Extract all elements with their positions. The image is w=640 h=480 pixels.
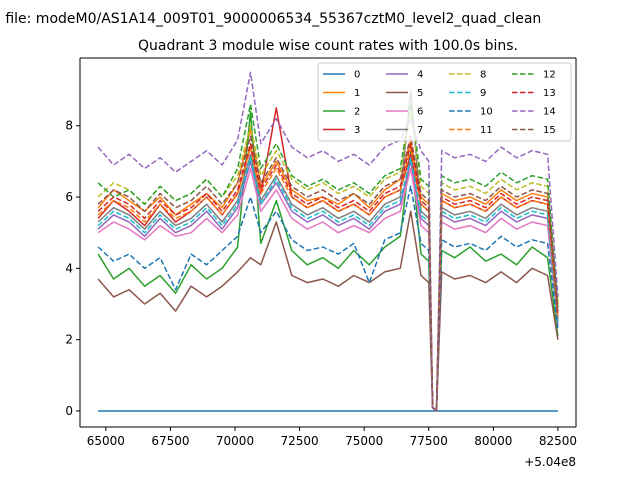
- legend-label-7: 7: [417, 125, 423, 136]
- x-tick-label: 72500: [280, 434, 318, 448]
- y-tick-label: 2: [65, 333, 73, 347]
- series-line-5: [97, 210, 559, 412]
- legend-label-3: 3: [354, 125, 360, 136]
- y-tick-label: 8: [65, 119, 73, 133]
- legend-label-5: 5: [417, 88, 423, 99]
- series-line-6: [97, 167, 559, 412]
- x-tick-label: 80000: [474, 434, 512, 448]
- series-line-15: [97, 135, 559, 412]
- legend-label-11: 11: [480, 125, 493, 136]
- y-axis-ticks: 0 2 4 6 8: [65, 119, 80, 418]
- series-line-13: [97, 142, 559, 412]
- plot-area: 65000 67500 70000 72500 75000 77500 80000 82500…: [65, 57, 577, 469]
- series-line-10: [97, 185, 559, 412]
- figure-suptitle: n file: modeM0/AS1A14_009T01_9000006534_…: [0, 11, 541, 27]
- x-tick-label: 70000: [216, 434, 254, 448]
- series-line-14: [97, 71, 559, 412]
- x-tick-label: 67500: [151, 434, 189, 448]
- series-line-7: [97, 89, 559, 412]
- legend-label-14: 14: [543, 107, 556, 118]
- series-line-9: [97, 157, 559, 412]
- legend-label-15: 15: [543, 125, 556, 136]
- legend-label-8: 8: [480, 70, 486, 81]
- legend-label-10: 10: [480, 107, 493, 118]
- series-line-4: [97, 160, 559, 412]
- legend-label-13: 13: [543, 88, 556, 99]
- x-offset-label: +5.04e8: [524, 455, 576, 469]
- series-line-2: [97, 110, 559, 412]
- chart-title: Quadrant 3 module wise count rates with …: [138, 38, 518, 54]
- x-tick-label: 65000: [87, 434, 125, 448]
- legend-label-1: 1: [354, 88, 360, 99]
- x-tick-label: 82500: [539, 434, 577, 448]
- y-tick-label: 4: [65, 261, 73, 275]
- legend-label-12: 12: [543, 70, 556, 81]
- legend-label-9: 9: [480, 88, 486, 99]
- series-line-11: [97, 146, 559, 412]
- legend-label-4: 4: [417, 70, 423, 81]
- series-line-12: [97, 103, 559, 412]
- y-tick-label: 0: [65, 404, 73, 418]
- y-tick-label: 6: [65, 190, 73, 204]
- series-layer: [97, 71, 559, 412]
- x-tick-label: 77500: [410, 434, 448, 448]
- legend-label-2: 2: [354, 107, 360, 118]
- legend-box: [317, 62, 572, 142]
- x-axis-ticks: 65000 67500 70000 72500 75000 77500 80000 82500: [87, 427, 577, 448]
- legend-label-6: 6: [417, 107, 423, 118]
- legend-label-0: 0: [354, 70, 360, 81]
- x-tick-label: 75000: [345, 434, 383, 448]
